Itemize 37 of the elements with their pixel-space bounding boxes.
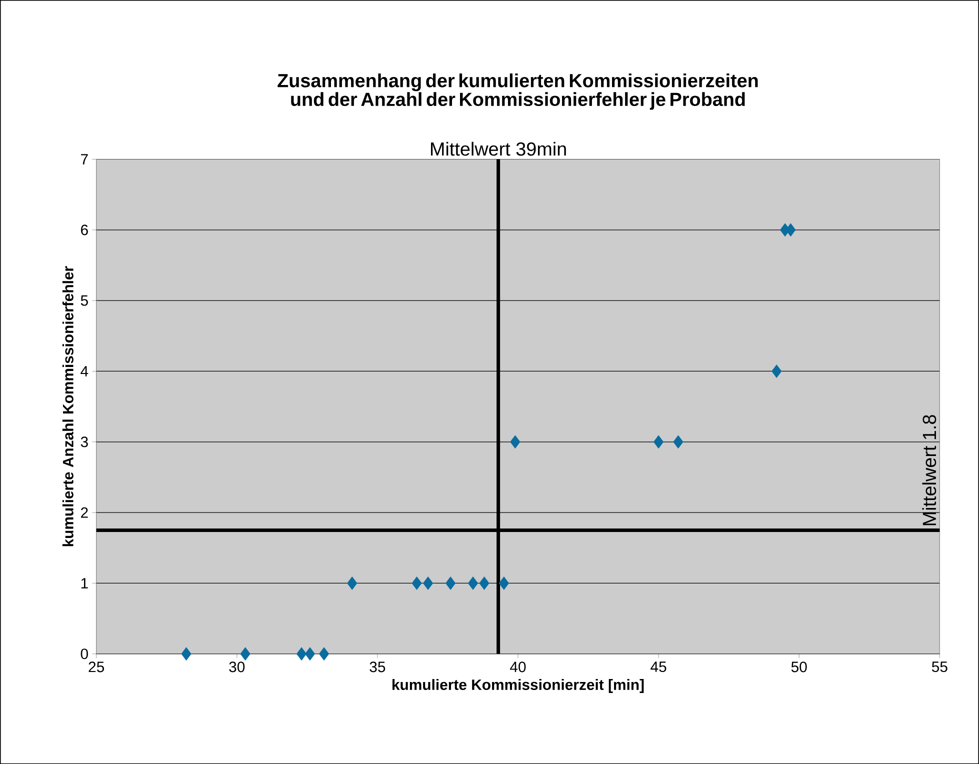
point (653, 435, 664, 449)
point (786, 223, 796, 237)
ref-line-label: Mittelwert 39min (431, 142, 566, 156)
x-tick-label: 55 (932, 662, 948, 672)
point (181, 647, 192, 660)
point (673, 435, 684, 449)
y-tick-label: 0 (80, 648, 88, 660)
point (304, 647, 316, 660)
chart-title: Zusammenhang der kumulierten Kommissionierzeiten und der Anzahl der Kommissionierfehler je Proband (278, 73, 758, 110)
point (468, 576, 478, 590)
point (318, 647, 330, 660)
y-tick-label: 4 (80, 366, 88, 376)
point (240, 647, 250, 660)
x-axis-title: kumulierte Kommissionierzeit [min] (392, 678, 644, 693)
point (445, 576, 456, 590)
x-tick-label: 30 (229, 662, 245, 672)
point (296, 647, 307, 660)
x-tick-label: 45 (650, 662, 666, 672)
point (772, 364, 782, 378)
y-tick-label: 7 (81, 154, 88, 164)
point (422, 576, 434, 590)
y-axis-title: kumulierte Anzahl Kommissionierfehler (62, 266, 74, 546)
point (347, 576, 358, 590)
y-tick-label: 1 (81, 578, 88, 588)
x-tick-label: 25 (88, 662, 104, 672)
x-tick-label: 50 (791, 662, 807, 672)
y-tick-label: 6 (81, 224, 88, 236)
point (412, 576, 422, 590)
y-tick-label: 2 (81, 507, 88, 518)
point (510, 435, 520, 449)
point (498, 576, 510, 590)
point (479, 576, 490, 590)
ref-line-label: Mittelwert 1.8 (922, 414, 936, 526)
y-tick-label: 5 (80, 295, 88, 306)
x-tick-label: 35 (370, 662, 386, 672)
x-tick-label: 40 (510, 662, 526, 672)
y-tick-label: 3 (80, 436, 88, 448)
